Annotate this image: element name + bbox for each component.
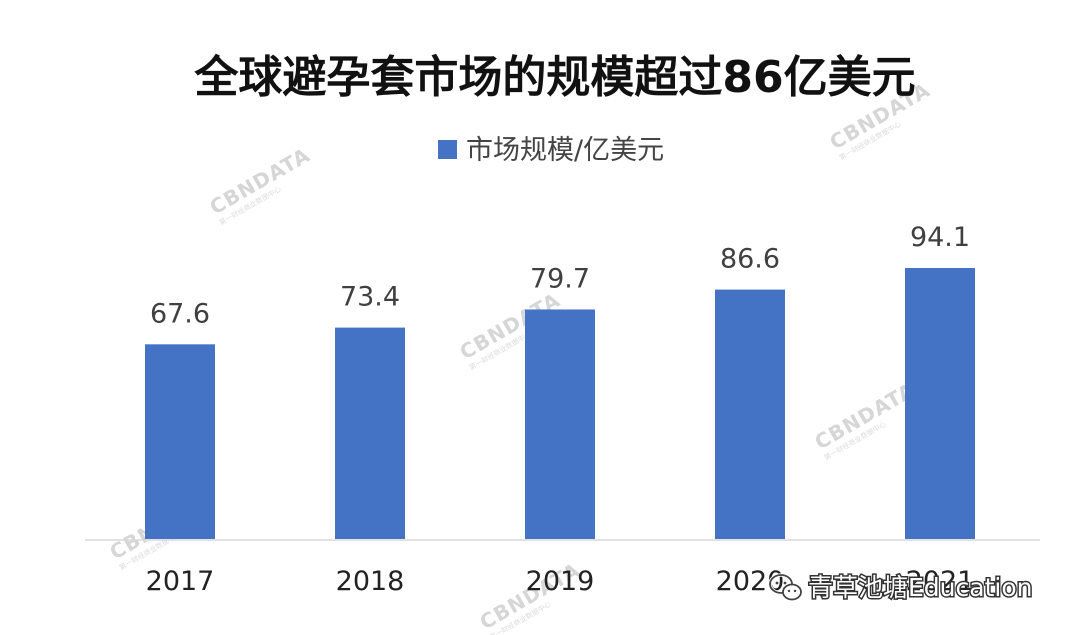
x-tick-label-2021: 2021: [906, 566, 975, 597]
watermark-brand: CBNDATA: [811, 378, 920, 455]
value-label-2018: 73.4: [340, 282, 400, 313]
bars: [145, 267, 975, 539]
watermark: CBNDATA 第一财经商业数据中心: [206, 143, 315, 227]
bar-2019: [525, 309, 595, 539]
bar-2017: [145, 344, 215, 539]
legend-swatch: [438, 140, 457, 159]
value-label-2021: 94.1: [910, 222, 970, 253]
value-label-2019: 79.7: [530, 263, 590, 294]
value-label-2020: 86.6: [720, 244, 780, 275]
wechat-badge: 青草池塘Education: [768, 572, 1034, 604]
wechat-icon: [768, 573, 803, 602]
bar-2018: [335, 327, 405, 539]
x-tick-label-2019: 2019: [526, 566, 595, 597]
bar-2021: [905, 267, 975, 539]
x-tick-label-2017: 2017: [146, 566, 215, 597]
legend-label: 市场规模/亿美元: [466, 135, 664, 166]
x-tick-labels: 2017 2018 2019 2020 2021: [146, 566, 975, 597]
watermark-brand: CBNDATA: [206, 143, 315, 220]
legend: 市场规模/亿美元: [438, 135, 664, 166]
x-tick-label-2018: 2018: [336, 566, 405, 597]
wechat-badge-text: 青草池塘Education: [808, 573, 1032, 602]
chart-title: 全球避孕套市场的规模超过86亿美元: [193, 52, 915, 103]
bar-2020: [715, 289, 785, 539]
value-labels: 67.6 73.4 79.7 86.6 94.1: [150, 222, 970, 329]
value-label-2017: 67.6: [150, 298, 210, 329]
